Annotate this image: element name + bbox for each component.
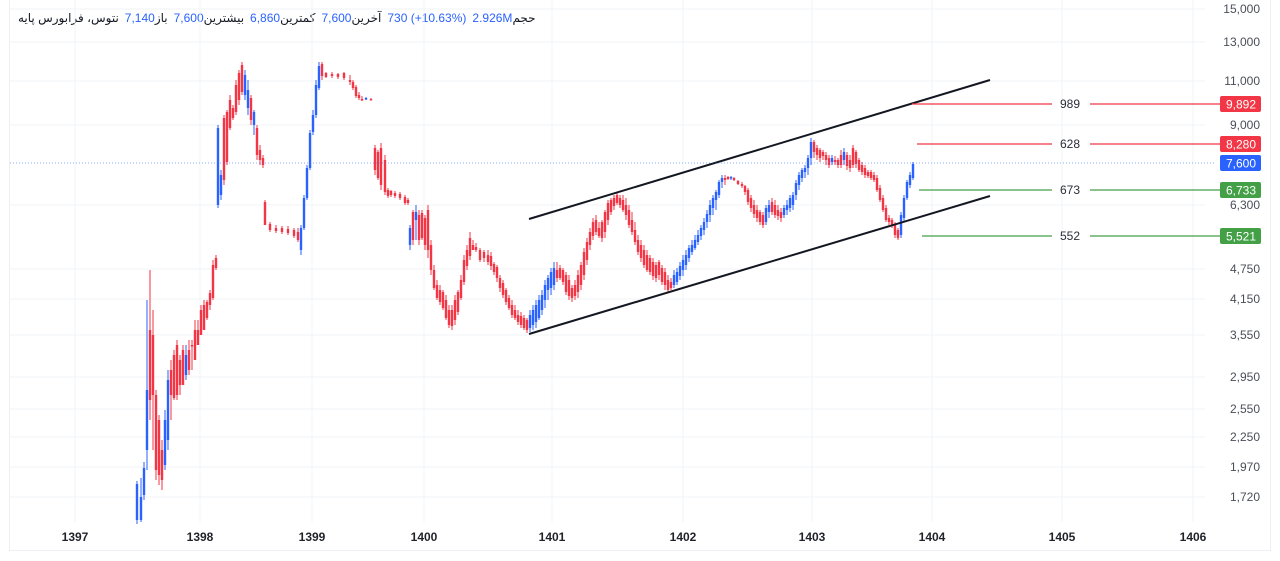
chart-frame	[9, 0, 1271, 551]
channel-lower-line[interactable]	[528, 195, 991, 335]
level-diff-label: 673	[1060, 183, 1080, 197]
y-tick-label: 4,750	[1230, 262, 1260, 276]
level-diff-label: 628	[1060, 137, 1080, 151]
high-value: 7,600	[173, 11, 204, 25]
y-tick-label: 15,000	[1223, 2, 1260, 16]
x-tick-label: 1406	[1180, 530, 1207, 544]
price-tag	[1220, 228, 1261, 244]
x-axis[interactable]: 1397 1398 1399 1400 1401 1402 1403 1404 1405 1406	[62, 530, 1207, 544]
price-tag	[1220, 136, 1261, 152]
x-tick-label: 1401	[539, 530, 566, 544]
price-levels[interactable]: 989 9,892 628 8,280 7,600 673 6,733 552 5,521	[10, 96, 1261, 244]
x-tick-label: 1397	[62, 530, 89, 544]
x-tick-label: 1405	[1049, 530, 1076, 544]
close-value: 7,600	[321, 11, 352, 25]
price-tag	[1220, 155, 1261, 171]
x-tick-label: 1404	[919, 530, 946, 544]
y-tick-label: 9,000	[1230, 118, 1260, 132]
channel-upper-line[interactable]	[528, 79, 991, 220]
low-value: 6,860	[250, 11, 281, 25]
svg-text:6,733: 6,733	[1226, 184, 1256, 198]
x-tick-label: 1400	[411, 530, 438, 544]
x-tick-label: 1402	[670, 530, 697, 544]
y-tick-label: 1,720	[1230, 490, 1260, 504]
y-tick-label: 11,000	[1224, 74, 1260, 88]
price-tag	[1220, 182, 1261, 198]
y-axis[interactable]: 15,000 13,000 11,000 9,000 6,300 4,750 4,150 3,…	[1223, 2, 1260, 504]
open-label: باز	[154, 11, 168, 25]
x-tick-label: 1398	[187, 530, 214, 544]
y-tick-label: 13,000	[1223, 35, 1260, 49]
y-tick-label: 2,550	[1230, 402, 1260, 416]
symbol-name: نتوس، فرابورس پایه	[18, 11, 119, 25]
open-value: 7,140	[124, 11, 155, 25]
price-tag	[1220, 96, 1261, 112]
y-tick-label: 1,970	[1230, 460, 1260, 474]
x-tick-label: 1403	[799, 530, 826, 544]
svg-text:5,521: 5,521	[1226, 230, 1256, 244]
y-tick-label: 6,300	[1230, 198, 1260, 212]
high-label: بیشترین	[203, 11, 245, 25]
volume-label: حجم	[512, 11, 536, 25]
svg-text:9,892: 9,892	[1226, 98, 1256, 112]
svg-text:7,600: 7,600	[1226, 157, 1256, 171]
candlestick-series	[135, 62, 915, 524]
ascending-channel[interactable]	[528, 79, 991, 335]
volume-value: 2.926M	[472, 11, 513, 25]
svg-text:8,280: 8,280	[1226, 138, 1256, 152]
close-label: آخرین	[351, 11, 382, 25]
level-diff-label: 552	[1060, 229, 1080, 243]
change-value: 730 (+10.63%)	[387, 11, 467, 25]
low-label: کمترین	[280, 11, 316, 25]
y-tick-label: 2,950	[1230, 370, 1260, 384]
y-tick-label: 2,250	[1230, 430, 1260, 444]
x-tick-label: 1399	[299, 530, 326, 544]
level-diff-label: 989	[1060, 97, 1080, 111]
y-tick-label: 3,550	[1230, 328, 1260, 342]
grid-lines	[10, 0, 1205, 522]
y-tick-label: 4,150	[1230, 292, 1260, 306]
ohlc-legend: نتوس، فرابورس پایه 7,140 باز 7,600 بیشتر…	[18, 11, 536, 25]
